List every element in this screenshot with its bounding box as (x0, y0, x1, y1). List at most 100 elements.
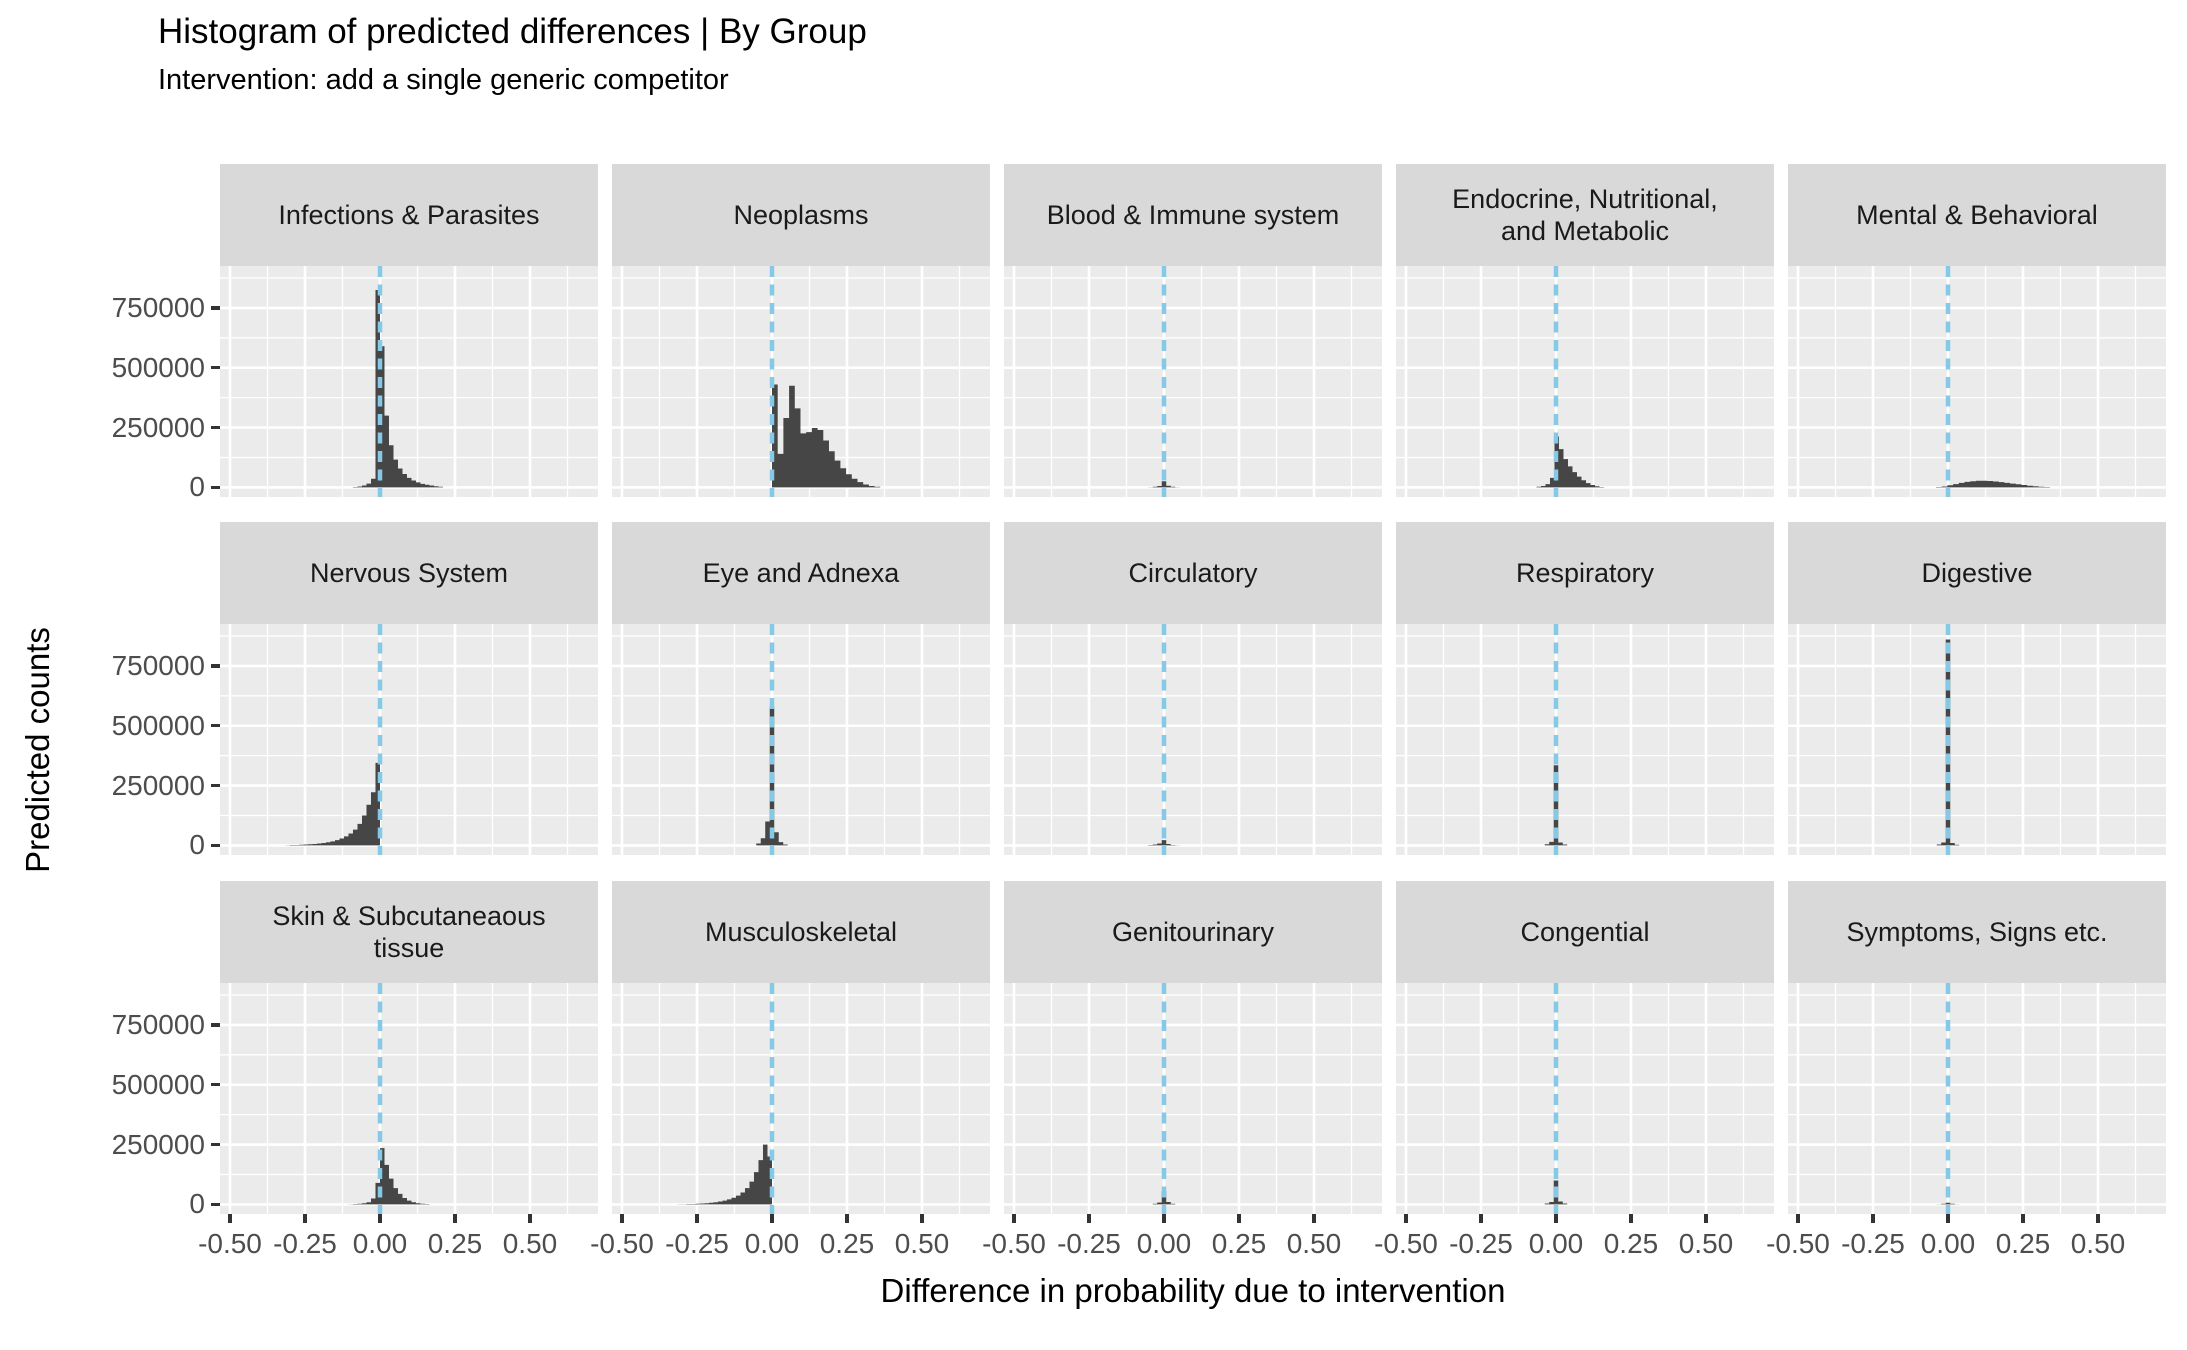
panel-background (220, 983, 598, 1214)
histogram-bars (1544, 765, 1568, 846)
y-tick-mark (211, 843, 220, 848)
y-tick-mark (211, 1082, 220, 1087)
x-tick-mark (1796, 1214, 1800, 1223)
y-tick-label: 0 (189, 471, 205, 503)
panel-background (1396, 624, 1774, 855)
histogram-bars (1936, 1202, 1960, 1205)
x-tick-mark (1404, 1214, 1408, 1223)
y-tick-mark (211, 365, 220, 370)
facet-panel (1788, 983, 2166, 1214)
x-tick-label: 0.00 (1528, 1228, 1584, 1259)
x-tick-mark (1162, 1214, 1166, 1223)
panel-background (1788, 266, 2166, 497)
x-tick-mark (1871, 1214, 1875, 1223)
facet-strip: Endocrine, Nutritional, and Metabolic (1396, 164, 1774, 266)
y-tick-label: 250000 (111, 1128, 205, 1160)
panel-background (1004, 624, 1382, 855)
x-tick-mark (1704, 1214, 1708, 1223)
facet-strip-label: Congential (1520, 916, 1650, 947)
x-tick-label: 0.50 (1286, 1228, 1342, 1259)
chart-subtitle: Intervention: add a single generic compe… (158, 64, 729, 96)
facet-panel (1004, 983, 1382, 1214)
y-tick-mark (211, 485, 220, 490)
x-tick-label: -0.50 (1766, 1228, 1830, 1259)
facet-strip-label: Nervous System (309, 557, 509, 588)
facet-panel (612, 983, 990, 1214)
gridlines-minor (1396, 983, 1774, 1214)
y-tick-label: 750000 (111, 649, 205, 681)
y-tick-label: 500000 (111, 351, 205, 383)
histogram-bars (1152, 1191, 1176, 1205)
chart-title: Histogram of predicted differences | By … (158, 12, 867, 51)
x-tick-mark (2096, 1214, 2100, 1223)
x-tick-label: 0.00 (1920, 1228, 1976, 1259)
gridlines-minor (1788, 624, 2166, 855)
x-tick-label: 0.50 (502, 1228, 558, 1259)
gridlines-minor (1004, 266, 1382, 497)
x-tick-label: -0.50 (1374, 1228, 1438, 1259)
y-tick-mark (211, 1202, 220, 1207)
y-tick-mark (211, 306, 220, 310)
facet-panel (1004, 624, 1382, 855)
facet-panel (220, 624, 598, 855)
x-tick-mark (453, 1214, 457, 1223)
gridlines-major (220, 624, 598, 855)
x-tick-label: 0.00 (1136, 1228, 1192, 1259)
gridlines-major (220, 983, 598, 1214)
panel-background (612, 624, 990, 855)
facet-strip: Digestive (1788, 522, 2166, 624)
facet-strip: Circulatory (1004, 522, 1382, 624)
histogram-bars (771, 384, 881, 488)
facet-strip-label: Infections & Parasites (278, 199, 540, 230)
gridlines-minor (612, 266, 990, 497)
panel-background (1396, 983, 1774, 1214)
facet-strip: Musculoskeletal (612, 881, 990, 983)
gridlines-minor (612, 983, 990, 1214)
histogram-bars (1148, 481, 1180, 488)
y-tick-label: 750000 (111, 1008, 205, 1040)
panel-background (220, 624, 598, 855)
x-tick-label: 0.50 (894, 1228, 950, 1259)
facet-strip-label: Endocrine, Nutritional, and Metabolic (1452, 183, 1718, 246)
facet-strip-label: Neoplasms (733, 199, 869, 230)
y-tick-mark (211, 723, 220, 728)
gridlines-minor (1004, 983, 1382, 1214)
x-tick-mark (528, 1214, 532, 1223)
facet-strip-label: Respiratory (1515, 557, 1655, 588)
y-tick-label: 0 (189, 829, 205, 861)
facet-strip: Symptoms, Signs etc. (1788, 881, 2166, 983)
facet-strip-label: Blood & Immune system (1046, 199, 1340, 230)
facet-panel (220, 983, 598, 1214)
panel-background (1788, 624, 2166, 855)
gridlines-minor (220, 624, 598, 855)
facet-strip: Blood & Immune system (1004, 164, 1382, 266)
x-tick-mark (845, 1214, 849, 1223)
x-tick-label: -0.25 (1449, 1228, 1513, 1259)
y-tick-label: 500000 (111, 709, 205, 741)
x-tick-mark (378, 1214, 382, 1223)
facet-strip-label: Genitourinary (1111, 916, 1275, 947)
x-tick-label: -0.50 (198, 1228, 262, 1259)
histogram-bars (677, 1144, 772, 1205)
y-tick-label: 750000 (111, 291, 205, 323)
y-tick-mark (211, 1142, 220, 1147)
gridlines-minor (1396, 266, 1774, 497)
facet-strip: Skin & Subcutaneaous tissue (220, 881, 598, 983)
x-tick-label: 0.25 (819, 1228, 875, 1259)
x-tick-label: -0.25 (665, 1228, 729, 1259)
x-tick-label: 0.00 (352, 1228, 408, 1259)
facet-panel (612, 266, 990, 497)
y-tick-mark (211, 783, 220, 788)
histogram-bars (285, 762, 380, 846)
x-tick-mark (1012, 1214, 1016, 1223)
histogram-bars (1536, 436, 1604, 488)
gridlines-major (1004, 624, 1382, 855)
x-tick-mark (695, 1214, 699, 1223)
x-tick-label: 0.00 (744, 1228, 800, 1259)
x-tick-mark (1629, 1214, 1633, 1223)
facet-strip-label: Circulatory (1128, 557, 1258, 588)
x-tick-mark (2021, 1214, 2025, 1223)
x-tick-label: 0.50 (1678, 1228, 1734, 1259)
facet-strip: Congential (1396, 881, 1774, 983)
